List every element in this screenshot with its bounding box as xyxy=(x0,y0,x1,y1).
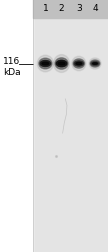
Ellipse shape xyxy=(58,63,65,66)
Ellipse shape xyxy=(42,63,49,66)
Ellipse shape xyxy=(53,55,70,73)
Ellipse shape xyxy=(76,63,82,66)
Ellipse shape xyxy=(90,61,100,68)
Bar xyxy=(33,0,108,252)
Ellipse shape xyxy=(37,56,53,73)
Ellipse shape xyxy=(89,59,101,70)
Text: 1: 1 xyxy=(42,4,48,13)
Ellipse shape xyxy=(56,61,67,68)
Bar xyxy=(33,0,108,19)
Text: 3: 3 xyxy=(76,4,82,13)
Ellipse shape xyxy=(74,62,83,67)
Text: 2: 2 xyxy=(59,4,64,13)
Text: 4: 4 xyxy=(92,4,98,13)
Ellipse shape xyxy=(73,60,84,69)
Ellipse shape xyxy=(93,63,98,65)
Ellipse shape xyxy=(55,59,68,70)
Ellipse shape xyxy=(39,59,52,70)
Text: 116: 116 xyxy=(3,57,20,66)
Ellipse shape xyxy=(72,57,86,72)
Ellipse shape xyxy=(40,61,51,67)
Ellipse shape xyxy=(91,62,99,66)
Bar xyxy=(0,0,33,252)
Text: kDa: kDa xyxy=(3,67,20,76)
